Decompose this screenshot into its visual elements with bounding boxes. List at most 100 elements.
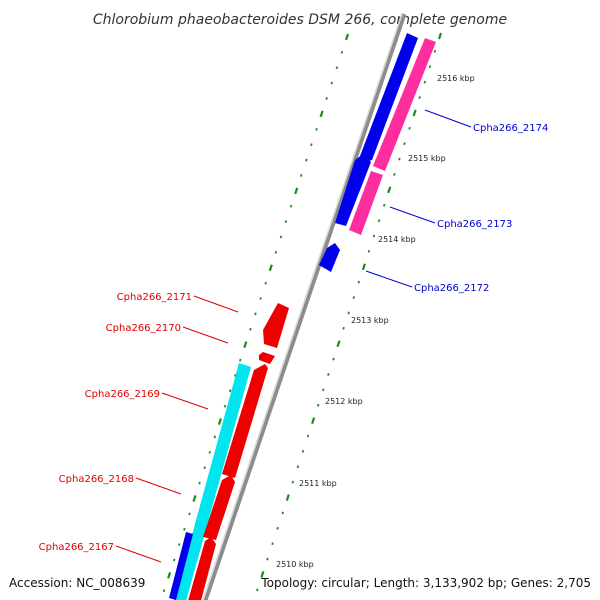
outer-scale-tick: [408, 126, 411, 130]
position-label-2514: 2514 kbp: [378, 235, 416, 244]
rna-feature-upper[interactable]: [373, 38, 436, 171]
forward-strand: [319, 33, 436, 272]
inner-tick-track: [162, 33, 350, 593]
inner-scale-tick: [340, 50, 344, 54]
outer-scale-tick: [301, 449, 305, 453]
outer-scale-tick: [316, 403, 320, 407]
outer-scale-tick: [377, 219, 381, 223]
position-label-2515: 2515 kbp: [408, 154, 446, 163]
inner-scale-tick: [268, 264, 273, 272]
inner-scale-tick: [213, 435, 217, 439]
rna-feature-lower[interactable]: [349, 171, 383, 235]
outer-scale-tick: [437, 32, 443, 40]
inner-scale-tick: [279, 235, 283, 239]
inner-scale-tick: [239, 358, 242, 362]
outer-scale-tick: [266, 557, 269, 561]
accession-text: Accession: NC_008639: [9, 576, 145, 590]
position-label-2516: 2516 kbp: [437, 74, 475, 83]
inner-scale-tick: [325, 97, 328, 100]
inner-scale-tick: [254, 312, 257, 316]
inner-scale-tick: [198, 481, 201, 485]
inner-scale-tick: [284, 220, 288, 223]
gene-cpha266-2172[interactable]: [319, 243, 340, 272]
outer-scale-tick: [347, 311, 350, 315]
reverse-gene-labels: Cpha266_2171 Cpha266_2170 Cpha266_2169 C…: [39, 292, 239, 563]
reverse-strand: [169, 303, 289, 600]
outer-scale-tick: [361, 263, 366, 271]
inner-scale-tick: [249, 327, 252, 331]
label-cpha266-2170[interactable]: Cpha266_2170: [106, 323, 181, 334]
outer-scale-tick: [403, 142, 406, 146]
gene-cpha266-2171[interactable]: [263, 303, 289, 348]
label-cpha266-2169[interactable]: Cpha266_2169: [85, 389, 160, 400]
inner-scale-tick: [203, 466, 206, 470]
outer-scale-tick: [332, 357, 335, 361]
outer-scale-tick: [352, 296, 355, 299]
outer-scale-tick: [382, 203, 386, 207]
blue-feature-bottom[interactable]: [169, 532, 193, 600]
gene-cpha266-2170[interactable]: [259, 352, 275, 364]
topology-text: Topology: circular; Length: 3,133,902 bp…: [260, 576, 591, 590]
inner-scale-tick: [264, 281, 267, 285]
inner-scale-tick: [162, 589, 166, 593]
outer-scale-tick: [306, 434, 310, 438]
inner-scale-tick: [188, 512, 191, 516]
outer-scale-tick: [387, 186, 392, 194]
outer-scale-tick: [285, 494, 290, 501]
inner-scale-tick: [335, 66, 339, 70]
outer-scale-tick: [342, 326, 345, 330]
position-label-2512: 2512 kbp: [325, 397, 363, 406]
outer-scale-tick: [367, 249, 371, 253]
label-cpha266-2173[interactable]: Cpha266_2173: [437, 219, 512, 230]
label-cpha266-2172[interactable]: Cpha266_2172: [414, 283, 489, 294]
genome-backbone: [202, 13, 407, 600]
inner-scale-tick: [223, 404, 227, 408]
inner-scale-tick: [315, 127, 318, 131]
outer-scale-tick: [428, 65, 432, 69]
inner-scale-tick: [208, 450, 211, 454]
outer-scale-tick: [412, 109, 417, 117]
outer-scale-tick: [276, 526, 279, 530]
outer-scale-tick: [291, 480, 295, 484]
rna-feature-reverse[interactable]: [172, 363, 251, 600]
position-labels: 2510 kbp 2511 kbp 2512 kbp 2513 kbp 2514…: [276, 74, 475, 569]
forward-gene-labels: Cpha266_2174 Cpha266_2173 Cpha266_2172: [365, 109, 548, 294]
outer-scale-tick: [256, 588, 259, 592]
position-label-2511: 2511 kbp: [299, 479, 337, 488]
inner-scale-tick: [183, 527, 186, 531]
outer-scale-tick: [433, 49, 437, 53]
label-cpha266-2174[interactable]: Cpha266_2174: [473, 123, 548, 134]
inner-scale-tick: [274, 250, 278, 254]
gene-cpha266-2174[interactable]: [360, 33, 418, 162]
inner-scale-tick: [243, 341, 248, 349]
gene-cpha266-2169[interactable]: [222, 364, 268, 478]
position-label-2510: 2510 kbp: [276, 560, 314, 569]
label-cpha266-2168[interactable]: Cpha266_2168: [59, 474, 134, 485]
outer-scale-tick: [311, 417, 316, 425]
inner-scale-tick: [259, 297, 262, 300]
inner-scale-tick: [172, 558, 176, 562]
inner-scale-tick: [233, 373, 237, 377]
outer-scale-tick: [357, 280, 361, 284]
outer-scale-tick: [271, 542, 274, 546]
outer-scale-tick: [372, 234, 376, 238]
outer-scale-tick: [398, 157, 401, 161]
inner-scale-tick: [310, 143, 313, 147]
inner-scale-tick: [294, 187, 299, 195]
outer-scale-tick: [281, 511, 284, 515]
inner-scale-tick: [217, 418, 222, 425]
inner-scale-tick: [289, 204, 293, 208]
label-cpha266-2171[interactable]: Cpha266_2171: [117, 292, 192, 303]
outer-scale-tick: [327, 373, 330, 376]
inner-scale-tick: [178, 543, 181, 546]
outer-scale-tick: [336, 340, 341, 348]
outer-scale-tick: [423, 80, 427, 84]
inner-scale-tick: [319, 110, 324, 118]
label-cpha266-2167[interactable]: Cpha266_2167: [39, 542, 114, 553]
gene-cpha266-2167[interactable]: [186, 537, 216, 600]
position-label-2513: 2513 kbp: [351, 316, 389, 325]
gene-cpha266-2168[interactable]: [203, 475, 235, 540]
inner-scale-tick: [344, 33, 350, 41]
gene-cpha266-2173[interactable]: [335, 154, 371, 226]
